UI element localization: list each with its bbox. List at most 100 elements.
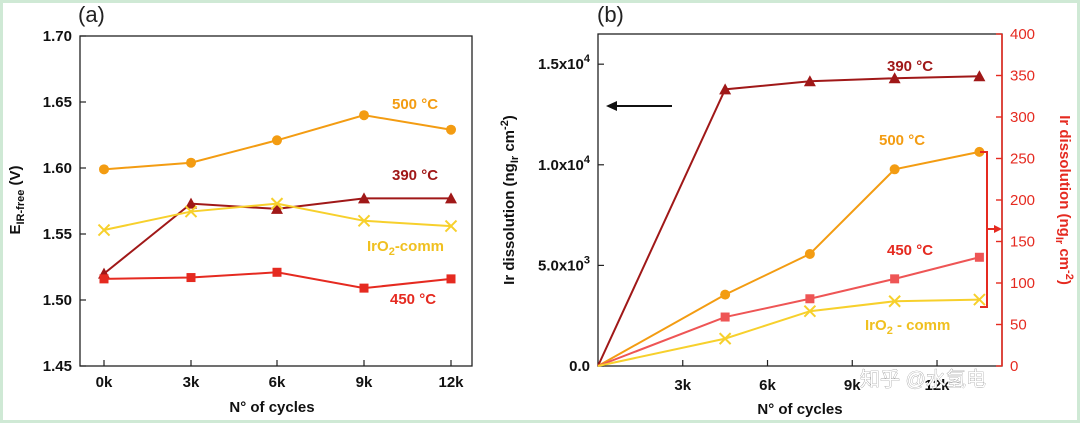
panel-a-label-390: 390 °C [392, 167, 438, 184]
panel-a-data-point [99, 164, 109, 175]
panel-b-data-point [804, 248, 815, 259]
panel-a-y-tick-label: 1.55 [43, 226, 72, 243]
panel-b-data-point [718, 332, 732, 345]
panel-b-series-1 [597, 146, 985, 367]
panel-b-series-2 [597, 252, 984, 367]
panel-a-data-point [446, 124, 456, 135]
panel-a-series-2 [97, 197, 458, 237]
panel-b-series [597, 70, 986, 367]
panel-b-right-y-tick-label: 250 [1010, 151, 1035, 168]
panel-b-right-y-tick-label: 150 [1010, 234, 1035, 251]
panel-b-data-point [888, 72, 901, 84]
panel-b-label-450: 450 °C [887, 242, 933, 259]
panel-a-label-iro2: IrO2-comm [367, 238, 444, 258]
panel-a-y-label-unit: (V) [7, 165, 24, 189]
panel-b-right-y-tick-label: 50 [1010, 317, 1027, 334]
panel-b-series-3 [597, 293, 986, 367]
panel-a-data-point [359, 283, 369, 293]
panel-a-data-point [272, 135, 282, 146]
panel-a-data-point [445, 192, 457, 204]
panel-b-right-y-tick-label: 200 [1010, 192, 1035, 209]
panel-b-right-y-tick-label: 0 [1010, 358, 1018, 375]
panel-a-data-point [271, 202, 283, 214]
panel-a-y-tick-label: 1.65 [43, 94, 72, 111]
panel-b-left-y-label-b: cm [501, 130, 518, 156]
panel-b-left-y-label-sup: -2 [499, 120, 511, 130]
panel-b-data-point [973, 293, 986, 306]
panel-a: (a) 1.45 1.50 1.55 1.60 1.65 1.70 0k 3k 6k 9k 12k… [7, 2, 473, 416]
panel-a-y-ticks: 1.45 1.50 1.55 1.60 1.65 1.70 [43, 28, 86, 375]
panel-a-x-label: N° of cycles [229, 399, 314, 416]
panel-b-series-line [597, 256, 980, 367]
panel-a-title: (a) [78, 2, 105, 27]
panel-b-label-iro2-main: IrO [865, 317, 887, 334]
panel-a-data-point [357, 214, 371, 228]
panel-a-series-1 [98, 192, 457, 279]
panel-b-x-label: N° of cycles [757, 401, 842, 418]
panel-b-x-tick-label: 6k [759, 377, 776, 394]
panel-b-right-y-label-a: Ir dissolution (ng [1056, 115, 1073, 237]
panel-a-label-450: 450 °C [390, 291, 436, 308]
panel-b-right-y-tick-label: 100 [1010, 275, 1035, 292]
panel-a-data-point [184, 205, 198, 218]
panel-b-left-y-tick-label: 1.5x104 [538, 53, 591, 73]
panel-b-data-point [805, 294, 815, 304]
panel-a-x-tick-label: 12k [438, 374, 464, 391]
panel-b-data-point [720, 312, 730, 322]
panel-b-data-point [974, 146, 985, 157]
panel-b-right-y-label-c: ) [1056, 280, 1073, 285]
panel-a-label-iro2-sub: 2 [389, 246, 395, 258]
panel-b-left-y-label: Ir dissolution (ngIr cm-2) [499, 115, 521, 285]
panel-b-label-500: 500 °C [879, 132, 925, 149]
panel-b-left-y-tick-label: 1.0x104 [538, 154, 591, 174]
panel-b-series-0 [597, 70, 986, 367]
panel-a-data-point [185, 197, 197, 209]
panel-a-x-tick-label: 0k [96, 374, 113, 391]
panel-b-x-tick-label: 12k [925, 377, 951, 394]
panel-a-x-tick-label: 3k [183, 374, 200, 391]
panel-b-right-y-tick-label: 350 [1010, 68, 1035, 85]
panel-b-left-y-ticks: 0.0 5.0x103 1.0x104 1.5x104 [538, 53, 604, 375]
panel-a-y-tick-label: 1.50 [43, 292, 72, 309]
panel-a-data-point [359, 110, 369, 121]
panel-b-left-y-tick-label: 0.0 [569, 358, 590, 375]
panel-b-x-ticks: 3k 6k 9k 12k [674, 360, 950, 394]
panel-a-y-tick-label: 1.45 [43, 358, 72, 375]
panel-b-left-y-label-sub: Ir [509, 155, 521, 163]
panel-a-series-3 [99, 267, 456, 293]
panel-a-x-tick-label: 9k [356, 374, 373, 391]
panel-b-label-iro2: IrO2 - comm [865, 317, 950, 337]
panel-b-left-y-label-a: Ir dissolution (ng [501, 163, 518, 285]
panel-b-label-iro2-rest: - comm [893, 317, 951, 334]
panel-b-x-tick-label: 9k [844, 377, 861, 394]
panel-a-data-point [358, 192, 370, 204]
panel-a-label-500: 500 °C [392, 96, 438, 113]
left-axis-arrow [606, 101, 672, 111]
panel-b-data-point [889, 164, 900, 175]
panel-a-data-point [186, 273, 196, 283]
panel-a-data-point [444, 219, 458, 233]
panel-a-y-label-sub: IR-free [15, 190, 27, 225]
panel-a-label-iro2-main: IrO [367, 238, 389, 255]
panel-b-data-point [890, 274, 900, 284]
panel-a-data-point [186, 157, 196, 168]
panel-b-data-point [803, 75, 816, 87]
panel-a-data-point [272, 267, 282, 277]
panel-a-x-tick-label: 6k [269, 374, 286, 391]
panel-b-data-point [720, 289, 731, 300]
panel-a-series-0 [99, 110, 456, 175]
panel-b-right-y-label: Ir dissolution (ngIr cm-2) [1053, 115, 1075, 285]
panel-a-y-label-main: E [7, 225, 24, 235]
panel-b-data-point [974, 252, 984, 262]
panel-a-data-point [446, 274, 456, 284]
panel-b-data-point [973, 70, 986, 82]
panel-b-data-point [719, 83, 732, 95]
panel-b-x-tick-label: 3k [674, 377, 691, 394]
panel-a-data-point [99, 274, 109, 284]
panel-b-left-y-tick-label: 5.0x103 [538, 254, 590, 274]
panel-a-y-label: EIR-free (V) [7, 165, 27, 234]
panel-b-left-y-label-c: ) [501, 115, 518, 120]
panel-a-plot-frame [79, 35, 473, 367]
panel-b-label-390: 390 °C [887, 58, 933, 75]
